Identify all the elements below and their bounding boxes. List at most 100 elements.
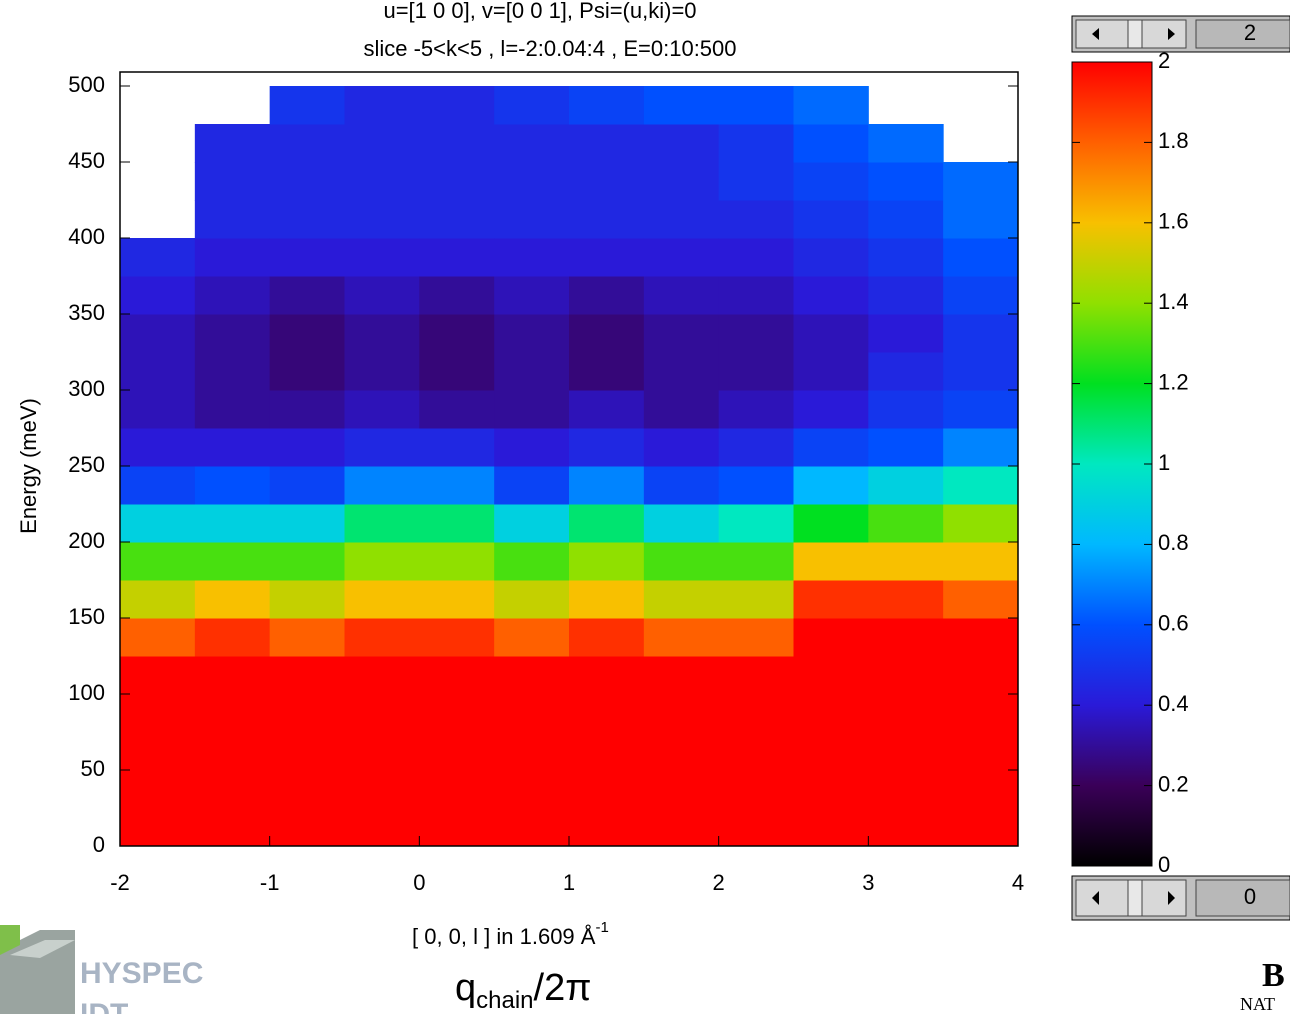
logo-left: HYSPEC IDT <box>0 925 203 1014</box>
heatmap-cell <box>868 504 943 543</box>
heatmap-cell <box>195 580 270 619</box>
heatmap-cell <box>345 200 420 239</box>
heatmap-cell <box>270 504 345 543</box>
heatmap-cell <box>794 580 869 619</box>
heatmap-cell <box>270 428 345 467</box>
heatmap-cell <box>569 314 644 353</box>
heatmap-cell <box>419 428 494 467</box>
heatmap-cell <box>345 86 420 125</box>
heatmap-cell <box>644 618 719 657</box>
heatmap-cell <box>719 656 794 695</box>
heatmap-cell <box>494 124 569 163</box>
heatmap-cell <box>494 200 569 239</box>
heatmap-cell <box>794 770 869 809</box>
heatmap-cell <box>270 618 345 657</box>
heatmap-cell <box>120 390 195 429</box>
heatmap-cell <box>794 428 869 467</box>
heatmap-cell <box>494 352 569 391</box>
heatmap-cell <box>794 238 869 277</box>
colorbar-tick-label: 0.4 <box>1158 691 1189 716</box>
heatmap-cell <box>270 352 345 391</box>
heatmap-cell <box>644 504 719 543</box>
heatmap-cell <box>569 86 644 125</box>
heatmap-cell <box>270 732 345 771</box>
heatmap-cell <box>195 504 270 543</box>
heatmap-cell <box>195 428 270 467</box>
heatmap-cell <box>943 618 1018 657</box>
chart-subtitle: slice -5<k<5 , l=-2:0.04:4 , E=0:10:500 <box>363 36 736 61</box>
y-tick-label: 450 <box>68 148 105 173</box>
heatmap-cell <box>719 580 794 619</box>
heatmap-cell <box>120 732 195 771</box>
heatmap-cell <box>494 390 569 429</box>
heatmap-cell <box>345 504 420 543</box>
heatmap-cell <box>569 580 644 619</box>
heatmap-cell <box>569 542 644 581</box>
heatmap-cell <box>719 770 794 809</box>
heatmap-cell <box>794 542 869 581</box>
annotation-base: q <box>455 967 476 1009</box>
colorbar-tick-label: 2 <box>1158 48 1170 73</box>
heatmap-cell <box>494 162 569 201</box>
annotation-sub: chain <box>476 987 533 1014</box>
heatmap-cell <box>868 618 943 657</box>
y-tick-label: 500 <box>68 72 105 97</box>
heatmap-cell <box>719 200 794 239</box>
y-tick-label: 0 <box>93 832 105 857</box>
heatmap-cell <box>270 200 345 239</box>
heatmap-cell <box>794 276 869 315</box>
heatmap-cell <box>794 618 869 657</box>
heatmap-cell <box>943 428 1018 467</box>
slider-bottom[interactable]: 0 <box>1072 876 1290 920</box>
heatmap-cell <box>943 542 1018 581</box>
x-tick-label: 0 <box>413 870 425 895</box>
heatmap-cell <box>345 466 420 505</box>
heatmap-cell <box>644 390 719 429</box>
heatmap-cell <box>419 808 494 847</box>
heatmap-cell <box>345 580 420 619</box>
heatmap-cell <box>868 694 943 733</box>
heatmap-cell <box>943 238 1018 277</box>
slider-top[interactable]: 2 <box>1072 16 1290 52</box>
heatmap-cell <box>644 580 719 619</box>
heatmap-cell <box>419 618 494 657</box>
colorbar-tick-label: 1.2 <box>1158 369 1189 394</box>
heatmap-cell <box>270 542 345 581</box>
heatmap-cell <box>868 580 943 619</box>
heatmap-cell <box>569 466 644 505</box>
heatmap-cell <box>719 276 794 315</box>
x-axis-label-main: [ 0, 0, l ] in 1.609 Å <box>412 924 596 949</box>
heatmap-cell <box>644 466 719 505</box>
colorbar-tick-label: 1.8 <box>1158 128 1189 153</box>
heatmap-cell <box>195 200 270 239</box>
heatmap-cell <box>719 352 794 391</box>
heatmap-cell <box>195 124 270 163</box>
heatmap-cell <box>345 352 420 391</box>
heatmap-cell <box>195 390 270 429</box>
x-tick-label: 3 <box>862 870 874 895</box>
heatmap-cell <box>120 580 195 619</box>
heatmap-cell <box>419 466 494 505</box>
heatmap-cell <box>644 770 719 809</box>
logo-text: HYSPEC <box>80 957 203 990</box>
heatmap-cell <box>569 732 644 771</box>
y-tick-label: 100 <box>68 680 105 705</box>
heatmap-cell <box>868 352 943 391</box>
heatmap-cell <box>569 124 644 163</box>
heatmap-cell <box>120 504 195 543</box>
heatmap-cell <box>644 86 719 125</box>
heatmap-cell <box>494 542 569 581</box>
colorbar-tick-label: 0 <box>1158 852 1170 877</box>
colorbar-tick-label: 1.6 <box>1158 209 1189 234</box>
heatmap-cell <box>719 732 794 771</box>
heatmap-cell <box>569 390 644 429</box>
heatmap-cell <box>943 808 1018 847</box>
heatmap-cell <box>644 314 719 353</box>
heatmap-cell <box>494 808 569 847</box>
heatmap-cell <box>644 238 719 277</box>
x-tick-label: 4 <box>1012 870 1024 895</box>
heatmap-cell <box>195 732 270 771</box>
heatmap-cell <box>270 124 345 163</box>
heatmap-cell <box>494 238 569 277</box>
